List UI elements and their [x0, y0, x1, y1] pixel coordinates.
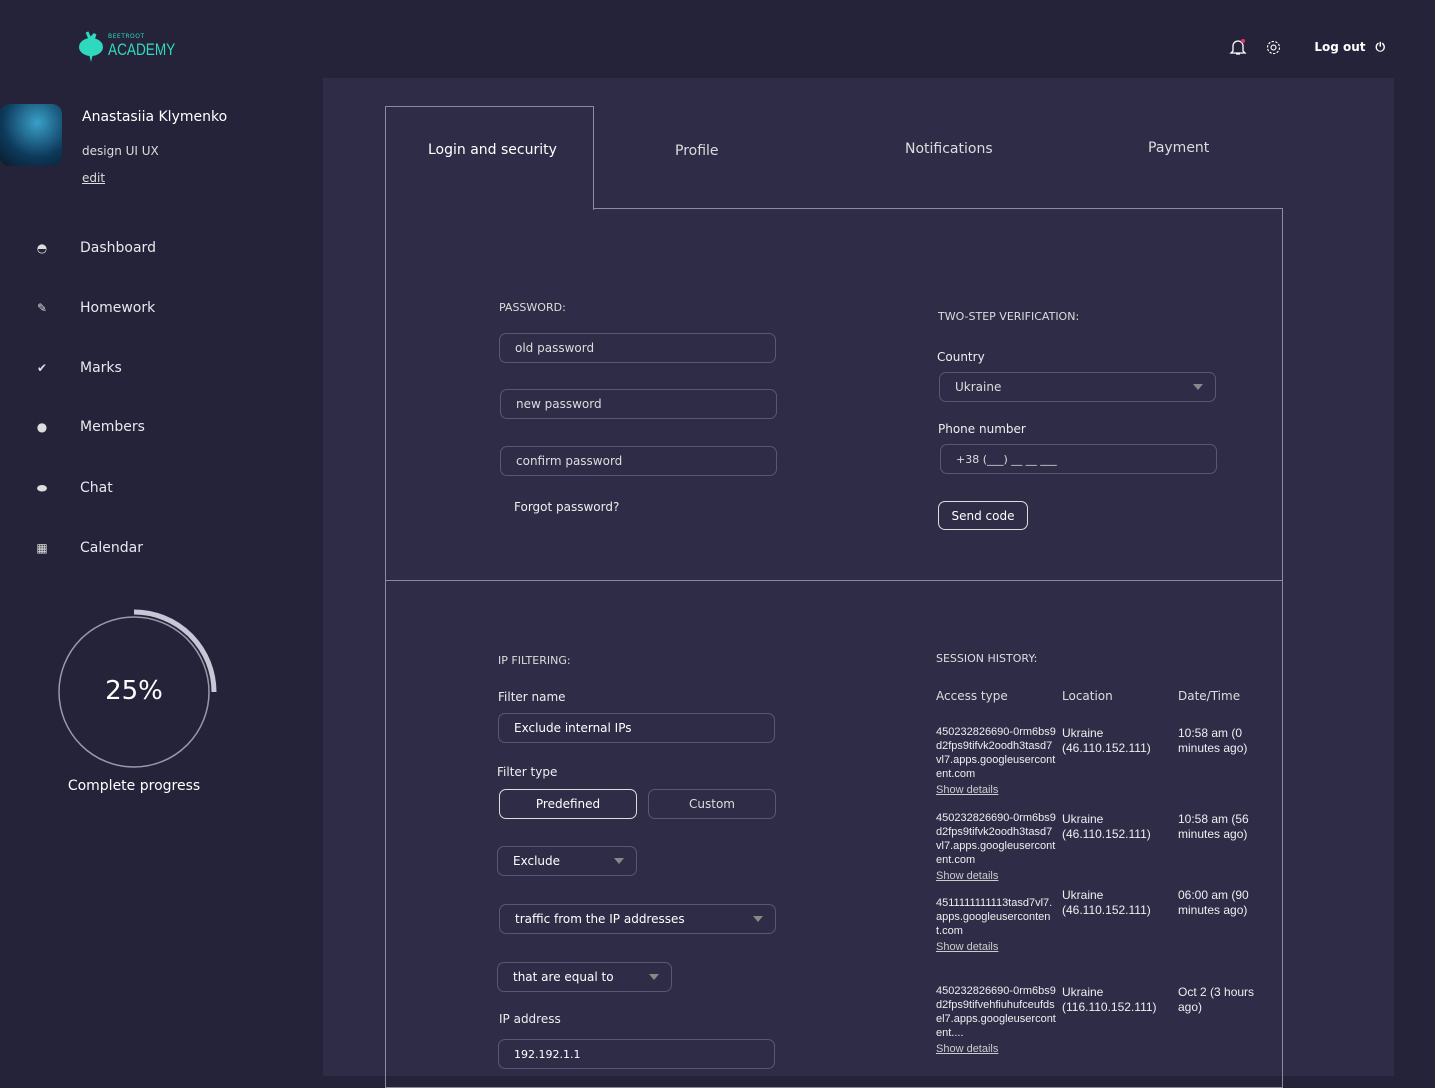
show-details-link[interactable]: Show details [936, 784, 999, 796]
predefined-button[interactable]: Predefined [499, 789, 637, 819]
bell-icon[interactable] [1229, 38, 1247, 56]
calendar-icon: ▦ [36, 541, 48, 555]
filter-name-input[interactable]: Exclude internal IPs [498, 713, 775, 743]
section-divider [385, 580, 1283, 581]
country-label: Country [937, 350, 985, 364]
chevron-down-icon [1193, 384, 1203, 390]
tab-login-security[interactable]: Login and security [385, 106, 594, 210]
progress-ring [58, 609, 217, 768]
nav-label: Chat [80, 480, 113, 496]
session-row: 450232826690-0rm6bs9d2fps9tifvk2oodh3tas… [936, 811, 1056, 883]
tab-payment[interactable]: Payment [1148, 140, 1210, 156]
sidebar-item-dashboard[interactable]: ◓ Dashboard [34, 240, 294, 256]
old-password-input[interactable]: old password [499, 333, 776, 363]
ip-filtering-title: IP FILTERING: [498, 654, 571, 667]
session-location: Ukraine (46.110.152.111) [1062, 726, 1151, 755]
session-time: 10:58 am (0 minutes ago) [1178, 726, 1248, 755]
session-time: 06:00 am (90 minutes ago) [1178, 888, 1249, 917]
custom-button[interactable]: Custom [648, 789, 776, 819]
send-code-button[interactable]: Send code [938, 501, 1028, 530]
match-value: that are equal to [513, 970, 614, 984]
logo[interactable]: BEETROOT ACADEMY [78, 30, 192, 62]
logout-label: Log out [1314, 40, 1366, 54]
nav-label: Dashboard [80, 240, 156, 256]
col-location: Location [1062, 689, 1113, 703]
show-details-link[interactable]: Show details [936, 870, 999, 882]
logo-big: ACADEMY [108, 39, 176, 59]
ip-address-label: IP address [499, 1012, 561, 1026]
progress-arc [133, 609, 217, 693]
two-step-title: TWO-STEP VERIFICATION: [938, 310, 1080, 323]
avatar [0, 104, 62, 166]
password-title: PASSWORD: [499, 301, 566, 314]
access-type: 4511111111113tasd7vl7.apps.googleusercon… [936, 897, 1053, 937]
session-time: Oct 2 (3 hours ago) [1178, 985, 1255, 1014]
chevron-down-icon [649, 974, 659, 980]
ip-address-input[interactable]: 192.192.1.1 [498, 1039, 775, 1069]
access-type: 450232826690-0rm6bs9d2fps9tifvk2oodh3tas… [936, 812, 1056, 866]
country-select[interactable]: Ukraine [939, 372, 1216, 402]
progress-track [58, 616, 210, 768]
edit-profile-link[interactable]: edit [82, 171, 106, 185]
session-location: Ukraine (46.110.152.111) [1062, 888, 1151, 917]
tab-notifications[interactable]: Notifications [905, 141, 993, 157]
check-icon: ✔ [36, 361, 48, 375]
beetroot-icon [79, 31, 103, 62]
session-row: 4511111111113tasd7vl7.apps.googleusercon… [936, 896, 1056, 954]
sidebar-item-members[interactable]: ● Members [34, 419, 294, 435]
phone-label: Phone number [938, 422, 1026, 436]
sidebar-item-chat[interactable]: ⬬ Chat [34, 480, 294, 496]
access-type: 450232826690-0rm6bs9d2fps9tifvk2oodh3tas… [936, 726, 1056, 780]
dashboard-icon: ◓ [36, 241, 48, 255]
chat-icon: ⬬ [36, 480, 48, 495]
progress-label: Complete progress [67, 778, 201, 794]
nav-label: Members [80, 419, 145, 435]
show-details-link[interactable]: Show details [936, 1043, 999, 1055]
nav-label: Calendar [80, 540, 143, 556]
phone-input[interactable]: +38 (___) __ __ ___ [940, 444, 1217, 474]
confirm-password-input[interactable]: confirm password [500, 446, 777, 476]
sidebar-item-calendar[interactable]: ▦ Calendar [34, 540, 294, 556]
person-icon: ● [36, 420, 48, 434]
progress-value: 25% [105, 676, 163, 706]
sidebar-item-homework[interactable]: ✎ Homework [34, 300, 294, 316]
filter-name-label: Filter name [498, 690, 566, 704]
session-row: 450232826690-0rm6bs9d2fps9tifvehfiuhufce… [936, 984, 1056, 1056]
exclude-value: Exclude [513, 854, 561, 868]
match-select[interactable]: that are equal to [497, 962, 672, 992]
session-location: Ukraine (46.110.152.111) [1062, 812, 1151, 841]
nav-label: Homework [80, 300, 156, 316]
session-row: 450232826690-0rm6bs9d2fps9tifvk2oodh3tas… [936, 725, 1056, 797]
gear-icon[interactable] [1265, 39, 1282, 56]
new-password-input[interactable]: new password [500, 389, 777, 419]
show-details-link[interactable]: Show details [936, 941, 999, 953]
forgot-password-link[interactable]: Forgot password? [514, 500, 620, 514]
exclude-select[interactable]: Exclude [497, 846, 637, 876]
logo-small: BEETROOT [108, 32, 145, 40]
user-name: Anastasiia Klymenko [82, 109, 228, 125]
traffic-value: traffic from the IP addresses [515, 912, 685, 926]
pencil-icon: ✎ [36, 301, 48, 315]
col-access-type: Access type [936, 689, 1008, 703]
tab-label: Login and security [428, 142, 557, 158]
traffic-select[interactable]: traffic from the IP addresses [499, 904, 776, 934]
session-history-title: SESSION HISTORY: [936, 652, 1038, 665]
logout-button[interactable]: Log out ⏻ [1314, 40, 1385, 55]
power-icon: ⏻ [1375, 39, 1386, 54]
session-time: 10:58 am (56 minutes ago) [1178, 812, 1249, 841]
col-datetime: Date/Time [1178, 689, 1241, 703]
filter-type-label: Filter type [497, 765, 558, 779]
country-value: Ukraine [955, 380, 1002, 394]
topbar: Log out ⏻ [1229, 38, 1385, 56]
chevron-down-icon [753, 916, 763, 922]
sidebar-item-marks[interactable]: ✔ Marks [34, 360, 294, 376]
session-location: Ukraine (116.110.152.111) [1062, 985, 1157, 1014]
nav-label: Marks [80, 360, 122, 376]
access-type: 450232826690-0rm6bs9d2fps9tifvehfiuhufce… [936, 985, 1056, 1039]
tab-profile[interactable]: Profile [675, 143, 719, 159]
chevron-down-icon [614, 858, 624, 864]
user-role: design UI UX [82, 144, 159, 158]
